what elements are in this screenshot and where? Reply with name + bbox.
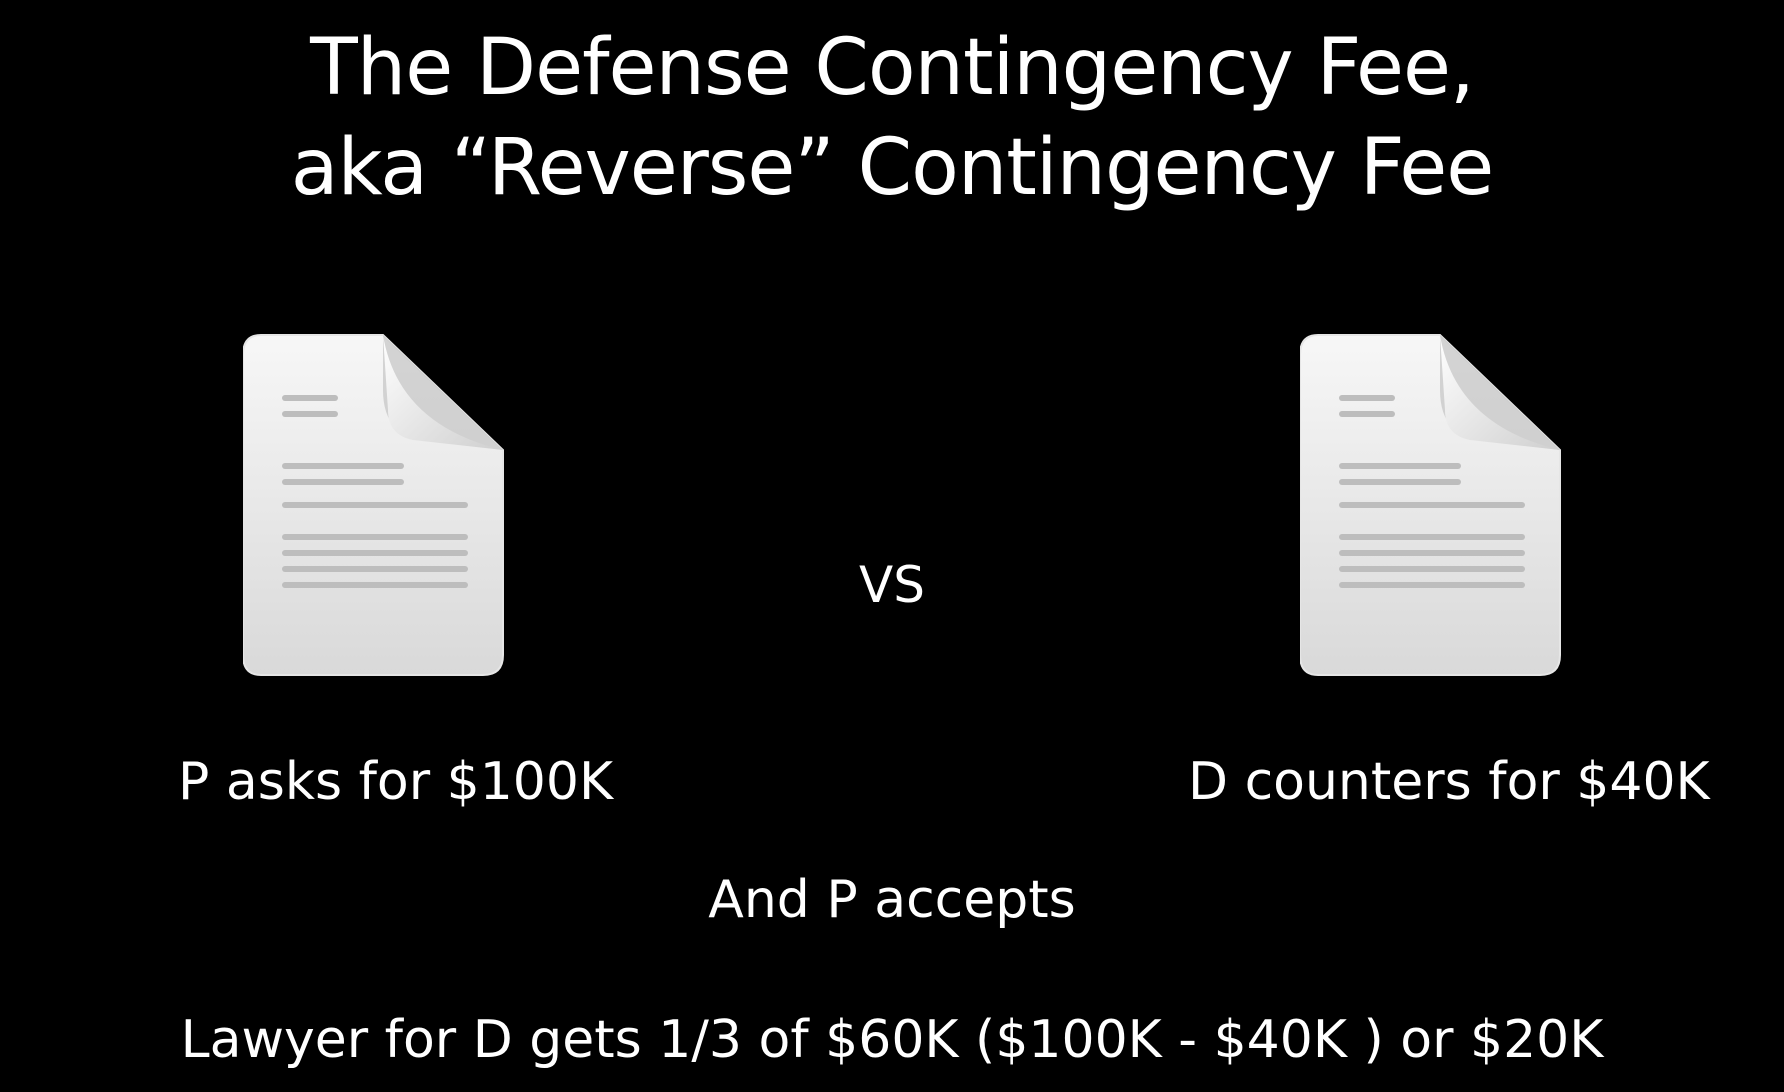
acceptance-text: And P accepts (708, 870, 1076, 930)
title-line-2: aka “Reverse” Contingency Fee (290, 123, 1495, 213)
slide-title: The Defense Contingency Fee, aka “Revers… (0, 18, 1784, 218)
plaintiff-ask-caption: P asks for $100K (178, 752, 614, 812)
defendant-counter-caption: D counters for $40K (1188, 752, 1710, 812)
title-line-1: The Defense Contingency Fee, (310, 23, 1475, 113)
vs-label: VS (859, 556, 925, 614)
fee-result-text: Lawyer for D gets 1/3 of $60K ($100K - $… (180, 1010, 1604, 1070)
document-icon (1299, 330, 1570, 680)
document-icon (242, 330, 513, 680)
